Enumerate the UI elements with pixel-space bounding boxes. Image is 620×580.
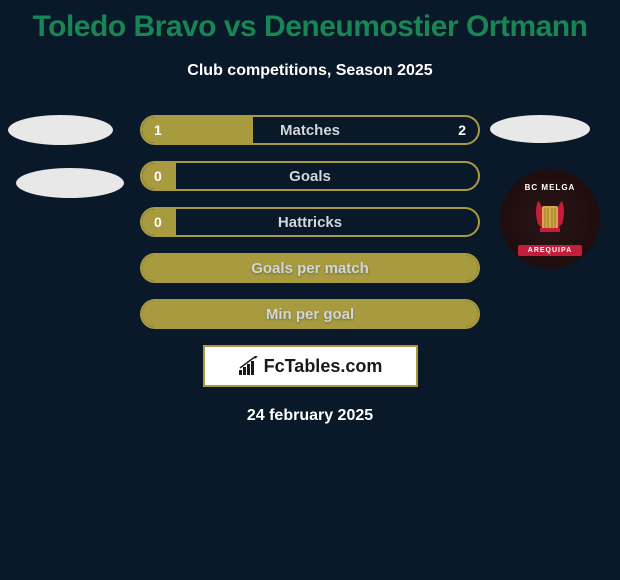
stat-value-left: 1 — [154, 122, 162, 138]
stat-bar: 0 Goals — [140, 161, 480, 191]
chart-icon — [238, 356, 260, 376]
fctables-logo: FcTables.com — [203, 345, 418, 387]
stat-label: Hattricks — [278, 214, 342, 231]
stat-label: Min per goal — [266, 306, 354, 323]
stat-value-left: 0 — [154, 214, 162, 230]
date-text: 24 february 2025 — [0, 407, 620, 425]
player-left-placeholder-2 — [16, 168, 124, 198]
stat-bar: 0 Hattricks — [140, 207, 480, 237]
stat-label: Goals — [289, 168, 331, 185]
stat-bar: Min per goal — [140, 299, 480, 329]
badge-banner-text: AREQUIPA — [518, 245, 582, 256]
stat-value-left: 0 — [154, 168, 162, 184]
badge-lyre-icon — [530, 196, 570, 241]
player-left-placeholder-1 — [8, 115, 113, 145]
subtitle: Club competitions, Season 2025 — [0, 62, 620, 80]
stat-label: Goals per match — [251, 260, 369, 277]
stat-bar: Goals per match — [140, 253, 480, 283]
stat-value-right: 2 — [458, 122, 466, 138]
club-badge: BC MELGA AREQUIPA — [500, 169, 600, 269]
player-right-placeholder — [490, 115, 590, 143]
stats-container: BC MELGA AREQUIPA 1 Matches 2 0 Goals 0 Hattri… — [0, 115, 620, 425]
logo-text: FcTables.com — [264, 356, 383, 377]
stat-label: Matches — [280, 122, 340, 139]
badge-top-text: BC MELGA — [525, 183, 576, 192]
stat-bar: 1 Matches 2 — [140, 115, 480, 145]
page-title: Toledo Bravo vs Deneumostier Ortmann — [0, 0, 620, 44]
